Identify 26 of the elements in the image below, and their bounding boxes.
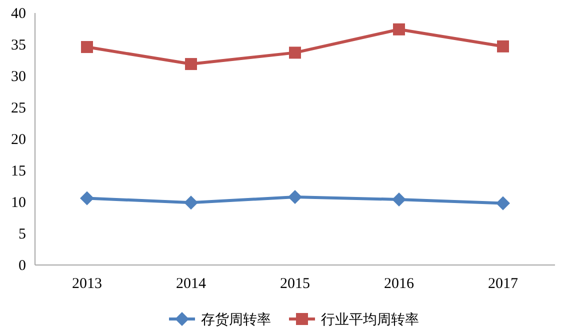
y-tick-label: 35: [11, 38, 26, 54]
legend-label: 行业平均周转率: [321, 312, 419, 328]
point: [393, 23, 405, 36]
point: [288, 190, 302, 204]
x-tick-label: 2017: [488, 276, 518, 292]
y-tick-label: 30: [11, 69, 26, 85]
x-tick-label: 2014: [176, 276, 206, 292]
point: [496, 196, 510, 210]
x-tick-label: 2016: [384, 276, 414, 292]
point: [497, 40, 509, 52]
y-tick-label: 5: [18, 226, 26, 242]
legend-label: 存货周转率: [201, 312, 271, 328]
y-tick-label: 0: [18, 258, 26, 274]
point: [81, 41, 93, 54]
point: [80, 191, 94, 206]
y-tick-label: 10: [11, 195, 26, 211]
x-tick-label: 2013: [72, 276, 102, 292]
y-tick-label: 20: [11, 132, 26, 148]
x-tick-label: 2015: [280, 276, 310, 292]
y-tick-label: 15: [11, 164, 26, 180]
point: [185, 58, 197, 70]
point: [289, 46, 301, 59]
y-tick-label: 25: [11, 100, 26, 116]
point: [392, 192, 406, 206]
point: [184, 196, 198, 210]
y-tick-label: 40: [11, 6, 26, 22]
